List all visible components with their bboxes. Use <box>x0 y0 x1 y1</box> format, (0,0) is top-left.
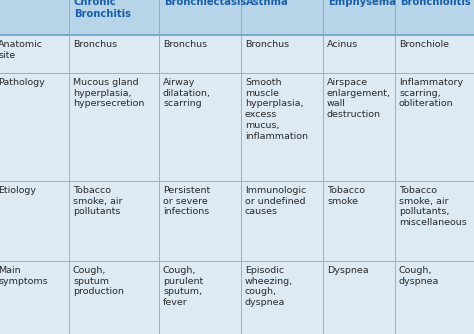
Text: Airway
dilatation,
scarring: Airway dilatation, scarring <box>163 78 211 109</box>
Text: Cough,
purulent
sputum,
fever: Cough, purulent sputum, fever <box>163 266 203 307</box>
Bar <box>69 181 159 261</box>
Bar <box>69 261 159 334</box>
Bar <box>395 0 474 35</box>
Bar <box>323 73 395 181</box>
Text: Tobacco
smoke: Tobacco smoke <box>327 186 365 206</box>
Text: Bronchiectasis: Bronchiectasis <box>164 0 246 7</box>
Bar <box>159 35 241 73</box>
Text: Bronchus: Bronchus <box>163 40 207 49</box>
Bar <box>323 0 395 35</box>
Text: Tobacco
smoke, air
pollutants: Tobacco smoke, air pollutants <box>73 186 122 216</box>
Bar <box>0 73 69 181</box>
Text: Cough,
dyspnea: Cough, dyspnea <box>399 266 439 286</box>
Text: Smooth
muscle
hyperplasia,
excess
mucus,
inflammation: Smooth muscle hyperplasia, excess mucus,… <box>245 78 308 141</box>
Bar <box>241 35 323 73</box>
Bar <box>395 261 474 334</box>
Text: Acinus: Acinus <box>327 40 358 49</box>
Bar <box>69 35 159 73</box>
Text: Tobacco
smoke, air
pollutants,
miscellaneous: Tobacco smoke, air pollutants, miscellan… <box>399 186 467 227</box>
Bar <box>159 73 241 181</box>
Bar <box>323 181 395 261</box>
Bar <box>0 35 69 73</box>
Bar <box>241 0 323 35</box>
Text: Inflammatory
scarring,
obliteration: Inflammatory scarring, obliteration <box>399 78 463 109</box>
Bar <box>395 35 474 73</box>
Text: Airspace
enlargement,
wall
destruction: Airspace enlargement, wall destruction <box>327 78 391 119</box>
Text: Etiology: Etiology <box>0 186 36 195</box>
Text: Mucous gland
hyperplasia,
hypersecretion: Mucous gland hyperplasia, hypersecretion <box>73 78 145 109</box>
Text: Bronchiole: Bronchiole <box>399 40 449 49</box>
Bar <box>395 73 474 181</box>
Text: Persistent
or severe
infections: Persistent or severe infections <box>163 186 210 216</box>
Text: Bronchiolitis: Bronchiolitis <box>400 0 471 7</box>
Text: Main
symptoms: Main symptoms <box>0 266 47 286</box>
Text: Emphysema: Emphysema <box>328 0 396 7</box>
Text: Asthma: Asthma <box>246 0 289 7</box>
Bar <box>323 35 395 73</box>
Text: Bronchus: Bronchus <box>245 40 289 49</box>
Bar <box>0 181 69 261</box>
Text: Cough,
sputum
production: Cough, sputum production <box>73 266 124 297</box>
Text: Immunologic
or undefined
causes: Immunologic or undefined causes <box>245 186 306 216</box>
Bar <box>241 261 323 334</box>
Bar <box>69 73 159 181</box>
Bar <box>159 0 241 35</box>
Text: Pathology: Pathology <box>0 78 45 87</box>
Bar <box>159 261 241 334</box>
Bar <box>323 261 395 334</box>
Text: Anatomic
site: Anatomic site <box>0 40 43 60</box>
Bar <box>0 261 69 334</box>
Text: Dyspnea: Dyspnea <box>327 266 369 275</box>
Bar <box>69 0 159 35</box>
Text: Episodic
wheezing,
cough,
dyspnea: Episodic wheezing, cough, dyspnea <box>245 266 293 307</box>
Bar <box>241 73 323 181</box>
Bar <box>241 181 323 261</box>
Bar <box>0 0 69 35</box>
Bar <box>395 181 474 261</box>
Text: Chronic
Bronchitis: Chronic Bronchitis <box>74 0 131 19</box>
Bar <box>159 181 241 261</box>
Text: Bronchus: Bronchus <box>73 40 117 49</box>
